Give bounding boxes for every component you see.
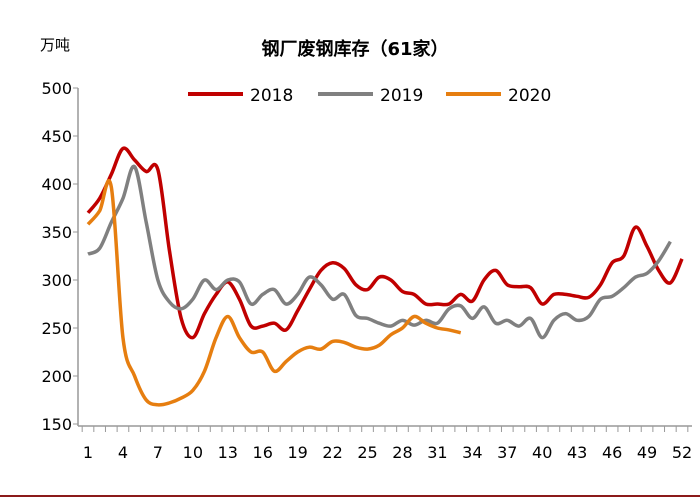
series-line-2019 [87, 164, 672, 340]
y-tick-label: 200 [41, 367, 72, 386]
axes: 150 200 250 300 350 400 450 500 1 4 7 10 13 16 19 22 25 2… [41, 79, 692, 462]
x-tick-label: 40 [532, 443, 552, 462]
y-tick-label: 450 [41, 127, 72, 146]
x-tick-label: 25 [357, 443, 377, 462]
x-tick-label: 31 [427, 443, 447, 462]
x-tick-label: 16 [253, 443, 273, 462]
x-tick-label: 37 [497, 443, 517, 462]
y-tick-label: 250 [41, 319, 72, 338]
x-tick-label: 22 [322, 443, 342, 462]
x-tick-label: 28 [392, 443, 412, 462]
x-tick-label: 1 [83, 443, 93, 462]
x-tick-label: 4 [118, 443, 128, 462]
x-tick-label: 10 [183, 443, 203, 462]
y-tick-label: 500 [41, 79, 72, 98]
x-tick-label: 34 [462, 443, 482, 462]
y-tick-label: 350 [41, 223, 72, 242]
x-tick-label: 13 [218, 443, 238, 462]
series-lines [86, 146, 684, 407]
x-tick-label: 7 [153, 443, 163, 462]
series-line-2018 [86, 146, 684, 340]
x-tick-label: 43 [567, 443, 587, 462]
y-tick-label: 400 [41, 175, 72, 194]
y-axis-unit: 万吨 [40, 36, 70, 54]
x-tick-label: 19 [287, 443, 307, 462]
x-tick-label: 52 [672, 443, 692, 462]
legend-label-2018: 2018 [250, 86, 293, 106]
x-tick-label: 46 [602, 443, 622, 462]
x-tick-label: 49 [637, 443, 657, 462]
y-tick-label: 300 [41, 271, 72, 290]
y-tick-label: 150 [41, 415, 72, 434]
legend: 2018 2019 2020 [188, 86, 551, 106]
legend-label-2019: 2019 [380, 86, 423, 106]
series-line-2020 [86, 178, 462, 407]
legend-label-2020: 2020 [508, 86, 551, 106]
chart-title: 钢厂废钢库存（61家） [261, 38, 448, 60]
